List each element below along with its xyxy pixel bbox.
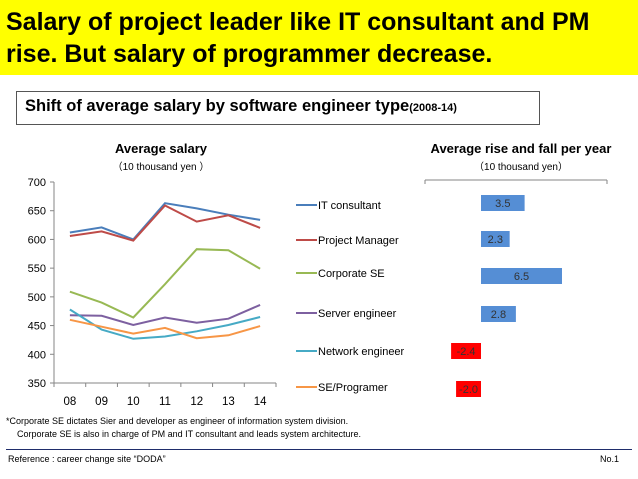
chart-subtitle: Shift of average salary by software engi… <box>25 97 457 116</box>
subtitle-box: Shift of average salary by software engi… <box>16 91 540 125</box>
title-banner: Salary of project leader like IT consult… <box>0 0 638 75</box>
bar-value-label: -2.0 <box>459 384 478 396</box>
x-tick-label: 13 <box>222 396 235 408</box>
bar-0 <box>481 195 525 211</box>
y-tick-label: 350 <box>28 378 46 390</box>
line-chart: Average salary （10 thousand yen ） 350 400 45… <box>28 141 405 408</box>
series-line-0 <box>69 202 261 241</box>
bar-value-label: 2.8 <box>491 309 506 321</box>
bar-chart-unit: （10 thousand yen） <box>474 161 568 173</box>
footnote-line-1: *Corporate SE dictates Sier and develope… <box>6 416 349 426</box>
legend-label: Project Manager <box>318 235 399 247</box>
bar-value-label: 6.5 <box>514 271 529 283</box>
bar-1 <box>481 231 510 247</box>
page-title: Salary of project leader like IT consult… <box>6 8 590 68</box>
series-line-4 <box>69 308 261 340</box>
line-chart-unit: （10 thousand yen ） <box>113 161 210 173</box>
x-tick-label: 10 <box>127 396 140 408</box>
reference-text: Reference : career change site “DODA” <box>8 454 166 464</box>
y-tick-label: 650 <box>28 206 46 218</box>
bar-5 <box>456 381 481 397</box>
x-tick-label: 11 <box>159 396 171 408</box>
y-tick-label: 700 <box>28 177 46 189</box>
bar-chart: Average rise and fall per year （10 thousa… <box>424 141 612 397</box>
legend-label: Corporate SE <box>318 268 385 280</box>
y-tick-label: 600 <box>28 234 46 246</box>
bar-3 <box>481 306 516 322</box>
page-number: No.1 <box>600 454 620 464</box>
x-tick-label: 12 <box>190 396 203 408</box>
y-tick-label: 550 <box>28 263 46 275</box>
legend-label: IT consultant <box>318 200 381 212</box>
x-tick-label: 09 <box>95 396 108 408</box>
y-tick-label: 450 <box>28 321 46 333</box>
legend-label: Server engineer <box>318 308 397 320</box>
footer-divider <box>6 449 632 450</box>
bar-value-label: 3.5 <box>495 198 510 210</box>
x-tick-label: 08 <box>63 396 76 408</box>
bar-value-label: -2.4 <box>457 346 476 358</box>
footnote-line-2: Corporate SE is also in charge of PM and… <box>17 429 362 439</box>
subtitle-period: (2008-14) <box>409 102 457 114</box>
bar-4 <box>451 343 481 359</box>
series-line-3 <box>69 303 261 327</box>
legend-label: Network engineer <box>318 346 405 358</box>
bar-value-label: 2.3 <box>488 234 503 246</box>
y-tick-label: 500 <box>28 292 46 304</box>
bar-chart-title: Average rise and fall per year <box>431 141 612 156</box>
line-chart-title: Average salary <box>115 141 208 156</box>
x-tick-label: 14 <box>254 396 267 408</box>
legend-label: SE/Programer <box>318 382 388 394</box>
series-line-1 <box>69 204 261 242</box>
subtitle-main: Shift of average salary by software engi… <box>25 97 410 115</box>
series-line-5 <box>69 318 261 340</box>
y-tick-label: 400 <box>28 349 46 361</box>
series-line-2 <box>69 248 261 319</box>
bar-2 <box>481 268 562 284</box>
